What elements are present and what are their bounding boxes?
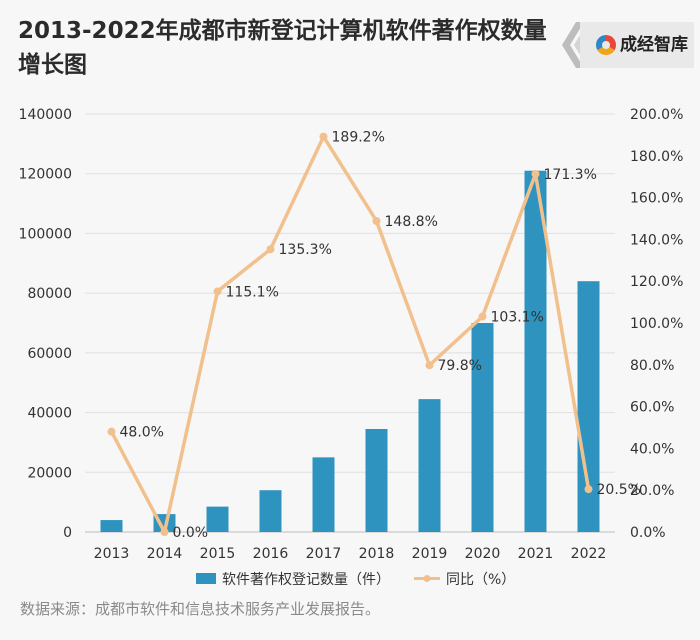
line-point	[584, 485, 593, 494]
logo: 成经智库	[562, 22, 694, 68]
x-tick-label: 2013	[94, 546, 130, 562]
line-point	[372, 217, 381, 226]
right-tick-label: 40.0%	[630, 441, 674, 457]
x-axis: 2013 2014 2015 2016 2017 2018 2019 2020 2021 2022	[94, 546, 607, 562]
right-tick-label: 20.0%	[630, 483, 674, 499]
left-tick-label: 100000	[19, 226, 72, 242]
chart-title: 2013-2022年成都市新登记计算机软件著作权数量增长图	[18, 18, 547, 78]
data-label: 79.8%	[438, 358, 482, 374]
right-tick-label: 120.0%	[630, 274, 683, 290]
legend-line-marker	[423, 575, 431, 582]
line-point	[478, 312, 487, 321]
x-tick-label: 2015	[200, 546, 236, 562]
line-point	[160, 528, 169, 536]
data-label: 0.0%	[173, 525, 209, 541]
left-tick-label: 120000	[19, 167, 72, 183]
line-point	[425, 361, 434, 370]
data-label: 115.1%	[226, 284, 279, 300]
logo-text: 成经智库	[620, 35, 688, 55]
x-tick-label: 2020	[465, 546, 501, 562]
right-axis: 0.0% 20.0% 40.0% 60.0% 80.0% 100.0% 120.0% 140.…	[630, 107, 683, 541]
x-tick-label: 2019	[412, 546, 448, 562]
bar	[259, 490, 282, 532]
left-tick-label: 80000	[27, 286, 72, 302]
logo-mark-icon	[596, 35, 616, 55]
line-point	[319, 132, 328, 141]
left-tick-label: 60000	[27, 346, 72, 362]
x-tick-label: 2016	[253, 546, 289, 562]
data-label: 48.0%	[120, 425, 164, 441]
x-tick-label: 2021	[518, 546, 554, 562]
source-note: 数据来源：成都市软件和信息技术服务产业发展报告。	[20, 600, 381, 618]
x-tick-label: 2018	[359, 546, 395, 562]
x-tick-label: 2017	[306, 546, 342, 562]
bar-series	[100, 170, 600, 532]
legend-line-label: 同比（%）	[446, 572, 515, 588]
data-label: 135.3%	[279, 242, 332, 258]
left-axis: 0 20000 40000 60000 80000 100000 120000 140000	[19, 107, 72, 541]
bar	[100, 520, 123, 532]
bar	[206, 506, 229, 532]
bar	[471, 323, 494, 532]
right-tick-label: 60.0%	[630, 400, 674, 416]
data-label: 103.1%	[491, 310, 544, 326]
left-tick-label: 20000	[27, 465, 72, 481]
line-point	[266, 245, 275, 254]
right-tick-label: 200.0%	[630, 107, 683, 123]
line-path	[109, 134, 591, 534]
x-tick-label: 2014	[147, 546, 183, 562]
right-tick-label: 160.0%	[630, 191, 683, 207]
x-tick-label: 2022	[571, 546, 607, 562]
bar	[312, 457, 335, 532]
data-label: 148.8%	[385, 214, 438, 230]
line-point	[213, 287, 222, 296]
data-label: 20.5%	[597, 482, 641, 498]
left-tick-label: 40000	[27, 406, 72, 422]
legend-bar-label: 软件著作权登记数量（件）	[222, 572, 390, 588]
data-label: 171.3%	[544, 167, 597, 183]
line-point	[107, 427, 116, 436]
data-label: 189.2%	[332, 130, 385, 146]
bar	[524, 170, 547, 532]
right-tick-label: 180.0%	[630, 149, 683, 165]
bar	[365, 428, 388, 532]
right-tick-label: 0.0%	[630, 525, 666, 541]
right-tick-label: 140.0%	[630, 232, 683, 248]
right-tick-label: 80.0%	[630, 358, 674, 374]
legend: 软件著作权登记数量（件） 同比（%）	[196, 572, 515, 588]
data-labels: 48.0% 0.0% 115.1% 135.3% 189.2% 148.8% 79.8% 10…	[120, 130, 641, 541]
bar	[577, 281, 600, 532]
left-tick-label: 0	[63, 525, 72, 541]
line-point	[531, 169, 540, 178]
line-series	[107, 132, 593, 536]
bar	[418, 399, 441, 532]
right-tick-label: 100.0%	[630, 316, 683, 332]
legend-bar-swatch	[196, 573, 216, 584]
left-tick-label: 140000	[19, 107, 72, 123]
